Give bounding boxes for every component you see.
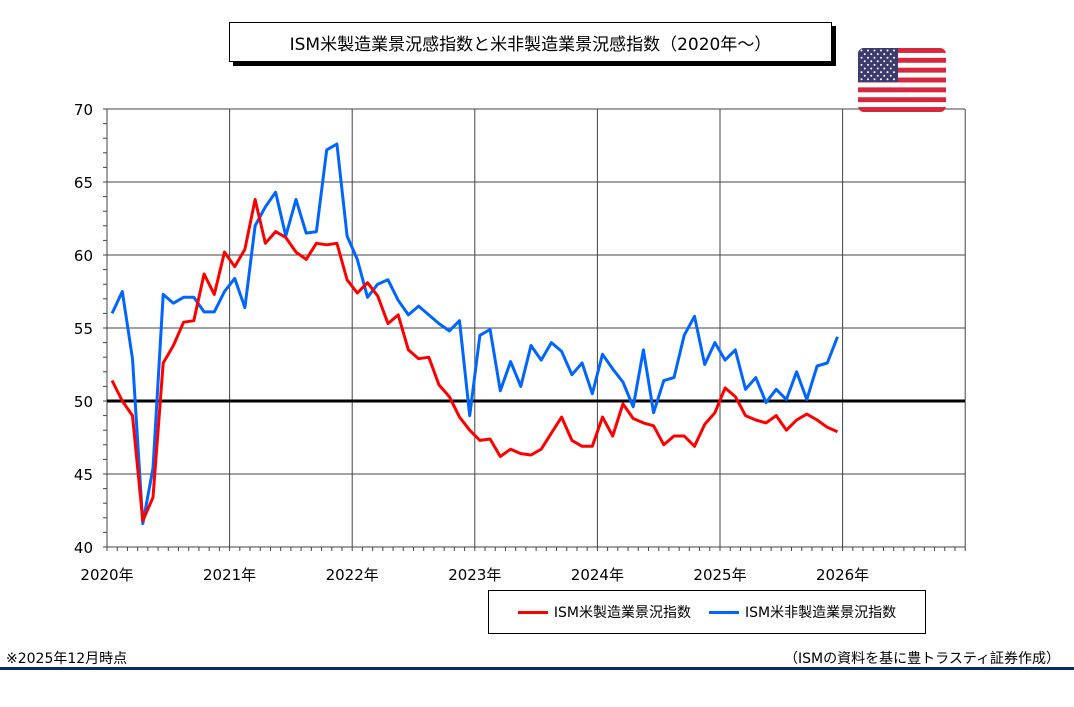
flag-stripe	[858, 67, 946, 73]
flag-star	[863, 67, 866, 70]
flag-star	[889, 60, 892, 63]
flag-star	[893, 78, 895, 81]
flag-star	[886, 78, 889, 81]
x-tick-label: 2026年	[816, 566, 869, 584]
y-tick-label: 60	[74, 247, 93, 265]
legend-item-manufacturing: ISM米製造業景況指数	[517, 602, 691, 622]
chart-title: ISM米製造業景況感指数と米非製造業景況感指数（2020年～）	[229, 22, 832, 62]
flag-stripe	[858, 57, 946, 63]
x-tick-label: 2020年	[80, 566, 133, 584]
flag-star	[880, 71, 882, 74]
x-tick-label: 2024年	[571, 566, 624, 584]
flag-star	[886, 49, 889, 52]
flag-star	[883, 53, 886, 56]
flag-star	[863, 74, 866, 77]
flag-star	[886, 56, 889, 59]
series-line-services	[110, 142, 839, 526]
flag-star	[889, 67, 892, 70]
flag-star	[867, 71, 869, 74]
flag-star	[886, 71, 889, 74]
flag-stripe	[858, 97, 946, 103]
flag-star	[876, 67, 879, 70]
flag-star	[893, 63, 895, 66]
flag-star	[873, 71, 876, 74]
flag-star	[873, 49, 876, 52]
flag-star	[883, 60, 886, 63]
y-tick-label: 65	[74, 174, 93, 192]
flag-star	[876, 53, 879, 56]
flag-star	[867, 49, 869, 52]
flag-star	[880, 56, 882, 59]
legend-swatch	[709, 610, 739, 614]
footer-divider	[0, 667, 1074, 670]
flag-star	[860, 78, 863, 81]
y-tick-label: 50	[74, 393, 93, 411]
x-tick-label: 2022年	[326, 566, 379, 584]
flag-star	[880, 78, 882, 81]
flag-star	[880, 49, 882, 52]
flag-star	[860, 56, 863, 59]
flag-star	[893, 56, 895, 59]
x-tick-label: 2021年	[203, 566, 256, 584]
legend-item-services: ISM米非製造業景況指数	[709, 602, 896, 622]
legend-label: ISM米非製造業景況指数	[745, 605, 897, 621]
source-note: （ISMの資料を基に豊トラスティ証券作成）	[784, 651, 1060, 667]
date-note: ※2025年12月時点	[6, 651, 128, 667]
flag-star	[883, 74, 886, 77]
flag-star	[860, 49, 863, 52]
flag-star	[883, 67, 886, 70]
flag-star	[863, 60, 866, 63]
legend-swatch	[517, 610, 548, 614]
flag-star	[870, 67, 873, 70]
flag-star	[889, 74, 892, 77]
flag-star	[873, 56, 876, 59]
flag-star	[863, 53, 866, 56]
flag-star	[867, 78, 869, 81]
flag-star	[870, 53, 873, 56]
flag-star	[867, 63, 869, 66]
flag-star	[860, 63, 863, 66]
flag-star	[880, 63, 882, 66]
y-tick-label: 45	[74, 466, 93, 484]
legend: ISM米製造業景況指数 ISM米非製造業景況指数	[488, 590, 926, 634]
flag-star	[870, 60, 873, 63]
x-tick-label: 2025年	[693, 566, 746, 584]
flag-star	[893, 71, 895, 74]
y-tick-label: 70	[74, 101, 93, 119]
flag-star	[893, 49, 895, 52]
flag-star	[876, 74, 879, 77]
flag-star	[873, 63, 876, 66]
flag-star	[876, 60, 879, 63]
x-tick-label: 2023年	[448, 566, 501, 584]
flag-star	[889, 53, 892, 56]
flag-star	[860, 71, 863, 74]
flag-stripe	[858, 87, 946, 93]
flag-stripe	[858, 48, 946, 53]
flag-star	[867, 56, 869, 59]
series-line-manufacturing	[110, 198, 839, 523]
y-tick-label: 55	[74, 320, 93, 338]
flag-star	[873, 78, 876, 81]
flag-star	[870, 74, 873, 77]
flag-stripe	[858, 77, 946, 83]
legend-label: ISM米製造業景況指数	[553, 605, 691, 621]
flag-stripe	[858, 107, 946, 112]
flag-star	[886, 63, 889, 66]
y-tick-label: 40	[74, 539, 93, 557]
us-flag-icon	[858, 48, 946, 112]
